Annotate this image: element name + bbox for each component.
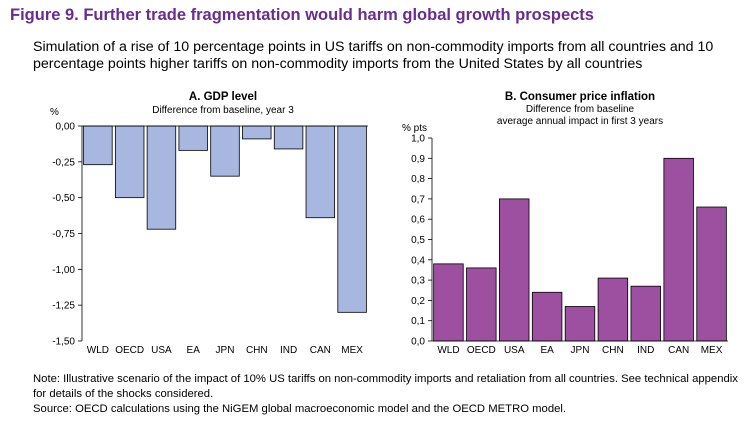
a-category-label: EA [187,345,201,356]
a-bar-can [305,125,336,219]
note-line-2: for details of the shocks considered. [33,388,214,400]
a-ytick-label: -0,25 [52,157,75,168]
panel-a-title: A. GDP level [189,91,257,103]
a-category-label: IND [280,345,297,356]
figure-title: Figure 9. Further trade fragmentation wo… [10,6,594,24]
a-bar-chn [242,125,272,140]
a-bar-oecd [114,125,145,199]
source-line: Source: OECD calculations using the NiGE… [33,403,567,415]
figure-notes: Note: Illustrative scenario of the impac… [33,372,753,417]
a-bar-usa [146,125,177,230]
a-ytick-label: -1,25 [52,301,75,312]
a-category-label: CHN [246,345,268,356]
a-ytick-label: 0,00 [56,122,76,133]
a-bar-mex [337,125,367,313]
a-category-label: MEX [341,345,363,356]
a-category-label: JPN [216,345,235,356]
a-ytick-label: -0,50 [52,193,75,204]
a-ytick-label: -0,75 [52,229,75,240]
note-line-1: Note: Illustrative scenario of the impac… [33,373,738,385]
a-bar-wld [83,125,113,166]
panel-a-subtitle: Difference from baseline, year 3 [152,105,294,116]
a-bar-jpn [210,125,240,177]
panel-a-ylabel: % [50,107,59,118]
a-category-label: WLD [87,345,109,356]
figure-subtitle: Simulation of a rise of 10 percentage po… [33,39,714,72]
a-category-label: USA [151,345,172,356]
a-ytick-label: -1,00 [52,265,75,276]
a-bar-ind [273,125,304,150]
a-bar-ea [178,125,208,151]
a-category-label: OECD [115,345,144,356]
a-ytick-label: -1,50 [52,337,75,348]
a-category-label: CAN [310,345,331,356]
